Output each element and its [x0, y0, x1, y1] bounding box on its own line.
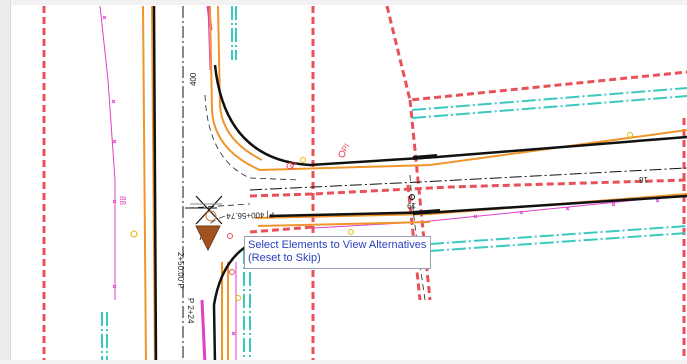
curb-lines — [142, 5, 687, 364]
vertical-station-label-bottom: P 2+24 — [186, 298, 195, 324]
survey-symbols — [130, 132, 633, 301]
centerlines — [182, 6, 687, 364]
curve-construction-lines — [187, 94, 426, 301]
station-tick-18: 18 — [638, 175, 648, 184]
alternatives-tooltip: Select Elements to View Alternatives (Re… — [244, 236, 432, 269]
tooltip-prompt: Select Elements to View Alternatives — [248, 239, 427, 251]
pi-label-upper: PI — [340, 142, 352, 153]
vertical-small-label-left: 88 — [118, 196, 127, 205]
magenta-markers — [102, 15, 660, 336]
pi-label-lower: PI — [288, 160, 300, 171]
edge-of-pavement — [152, 5, 687, 364]
pointer-crosshair-icon — [185, 195, 223, 252]
station-label-main: P| 400+56.74 — [226, 210, 275, 221]
station-label-vertical: 400 — [189, 72, 198, 86]
viewport-left-edge — [0, 0, 11, 364]
station-tick-19: 19 — [406, 201, 416, 210]
tooltip-reset-hint: (Reset to Skip) — [248, 252, 321, 264]
viewport-top-edge — [0, 0, 687, 5]
vertical-station-label-left: 2+50.00 P — [176, 252, 185, 289]
utility-lines — [101, 6, 687, 364]
viewport-bottom-edge — [0, 360, 687, 364]
